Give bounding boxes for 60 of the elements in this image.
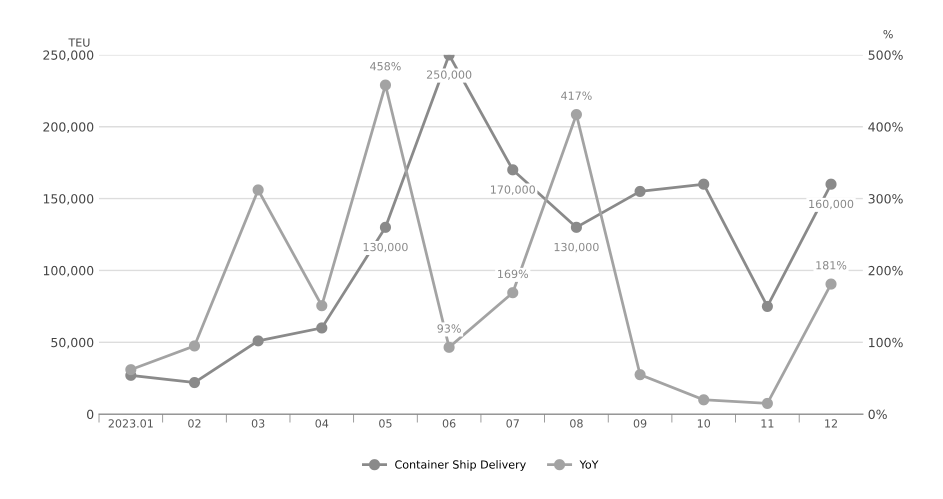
point — [698, 178, 710, 190]
point — [507, 287, 518, 298]
y2-tick-label: 400% — [868, 122, 903, 132]
legend-label: YoY — [580, 460, 598, 469]
point — [252, 335, 264, 346]
x-tick-label: 11 — [762, 419, 774, 428]
point — [444, 342, 455, 353]
y2-axis-title: % — [883, 30, 893, 38]
y2-tick-label: 200% — [868, 266, 903, 276]
point — [316, 300, 328, 312]
legend-label: Container Ship Delivery — [395, 460, 526, 471]
point — [125, 364, 136, 376]
point — [762, 300, 773, 312]
x-tick-label: 02 — [188, 419, 200, 428]
y2-tick-label: 0% — [868, 410, 887, 420]
point — [188, 340, 200, 352]
point — [634, 186, 646, 197]
data-label: 417% — [561, 91, 592, 100]
point — [380, 222, 392, 233]
data-label: 130,000 — [364, 242, 408, 252]
data-label: 130,000 — [554, 242, 599, 252]
point — [634, 369, 646, 380]
point — [188, 376, 200, 388]
x-tick-label: 12 — [825, 419, 837, 428]
point — [570, 108, 582, 120]
point — [825, 178, 837, 190]
point — [698, 394, 710, 406]
x-tick-label: 09 — [634, 419, 646, 428]
point — [252, 184, 264, 196]
x-tick-label: 10 — [698, 419, 710, 428]
data-label: 181% — [816, 261, 846, 270]
data-label: 93% — [437, 324, 461, 333]
point — [380, 80, 392, 91]
x-tick-label: 05 — [379, 419, 392, 428]
x-tick-label: 07 — [506, 419, 519, 428]
point — [762, 398, 773, 409]
x-tick-label: 2023.01 — [108, 419, 153, 428]
data-label: 170,000 — [491, 185, 535, 195]
y-tick-label: 50,000 — [51, 338, 94, 349]
y-tick-label: 150,000 — [44, 194, 94, 205]
y2-tick-label: 100% — [869, 338, 903, 348]
x-tick-label: 03 — [252, 419, 264, 428]
y2-tick-label: 500% — [868, 50, 903, 60]
data-label: 169% — [498, 270, 528, 278]
data-label: 160,000 — [809, 200, 854, 210]
y-axis-title: TEU — [68, 38, 90, 47]
point — [825, 278, 837, 290]
x-tick-label: 06 — [442, 419, 456, 428]
y2-tick-label: 300% — [868, 194, 903, 204]
point — [316, 322, 328, 334]
y-tick-label: 100,000 — [44, 266, 94, 277]
y-tick-label: 250,000 — [43, 50, 94, 62]
x-tick-label: 04 — [315, 419, 328, 428]
point — [507, 164, 518, 176]
y-tick-label: 0 — [87, 410, 94, 420]
data-label: 250,000 — [426, 70, 472, 80]
point — [570, 222, 582, 233]
data-label: 458% — [370, 62, 401, 70]
y-tick-label: 200,000 — [43, 122, 94, 133]
x-tick-label: 08 — [570, 419, 583, 428]
